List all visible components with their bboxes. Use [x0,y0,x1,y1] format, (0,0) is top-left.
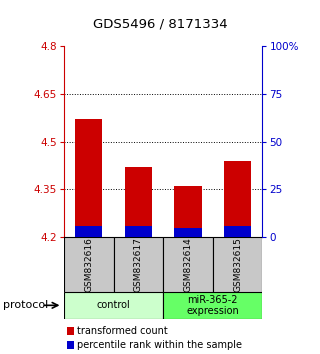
Bar [224,161,251,237]
Bar [64,292,163,319]
Text: GDS5496 / 8171334: GDS5496 / 8171334 [93,17,227,30]
Text: GSM832615: GSM832615 [233,237,242,292]
Bar [64,237,114,292]
Bar [163,237,213,292]
Text: GSM832617: GSM832617 [134,237,143,292]
Text: percentile rank within the sample: percentile rank within the sample [77,340,243,350]
Bar [213,237,262,292]
Bar [163,292,262,319]
Text: protocol: protocol [3,300,48,310]
Text: miR-365-2
expression: miR-365-2 expression [187,295,239,316]
Bar [75,226,102,237]
Bar [174,228,202,237]
Bar [125,226,152,237]
Bar [224,226,251,237]
Bar [125,167,152,237]
Bar [114,237,163,292]
Text: GSM832616: GSM832616 [84,237,93,292]
Text: transformed count: transformed count [77,326,168,336]
Bar [75,119,102,237]
Bar [174,186,202,237]
Text: control: control [97,300,131,310]
Text: GSM832614: GSM832614 [183,237,193,292]
